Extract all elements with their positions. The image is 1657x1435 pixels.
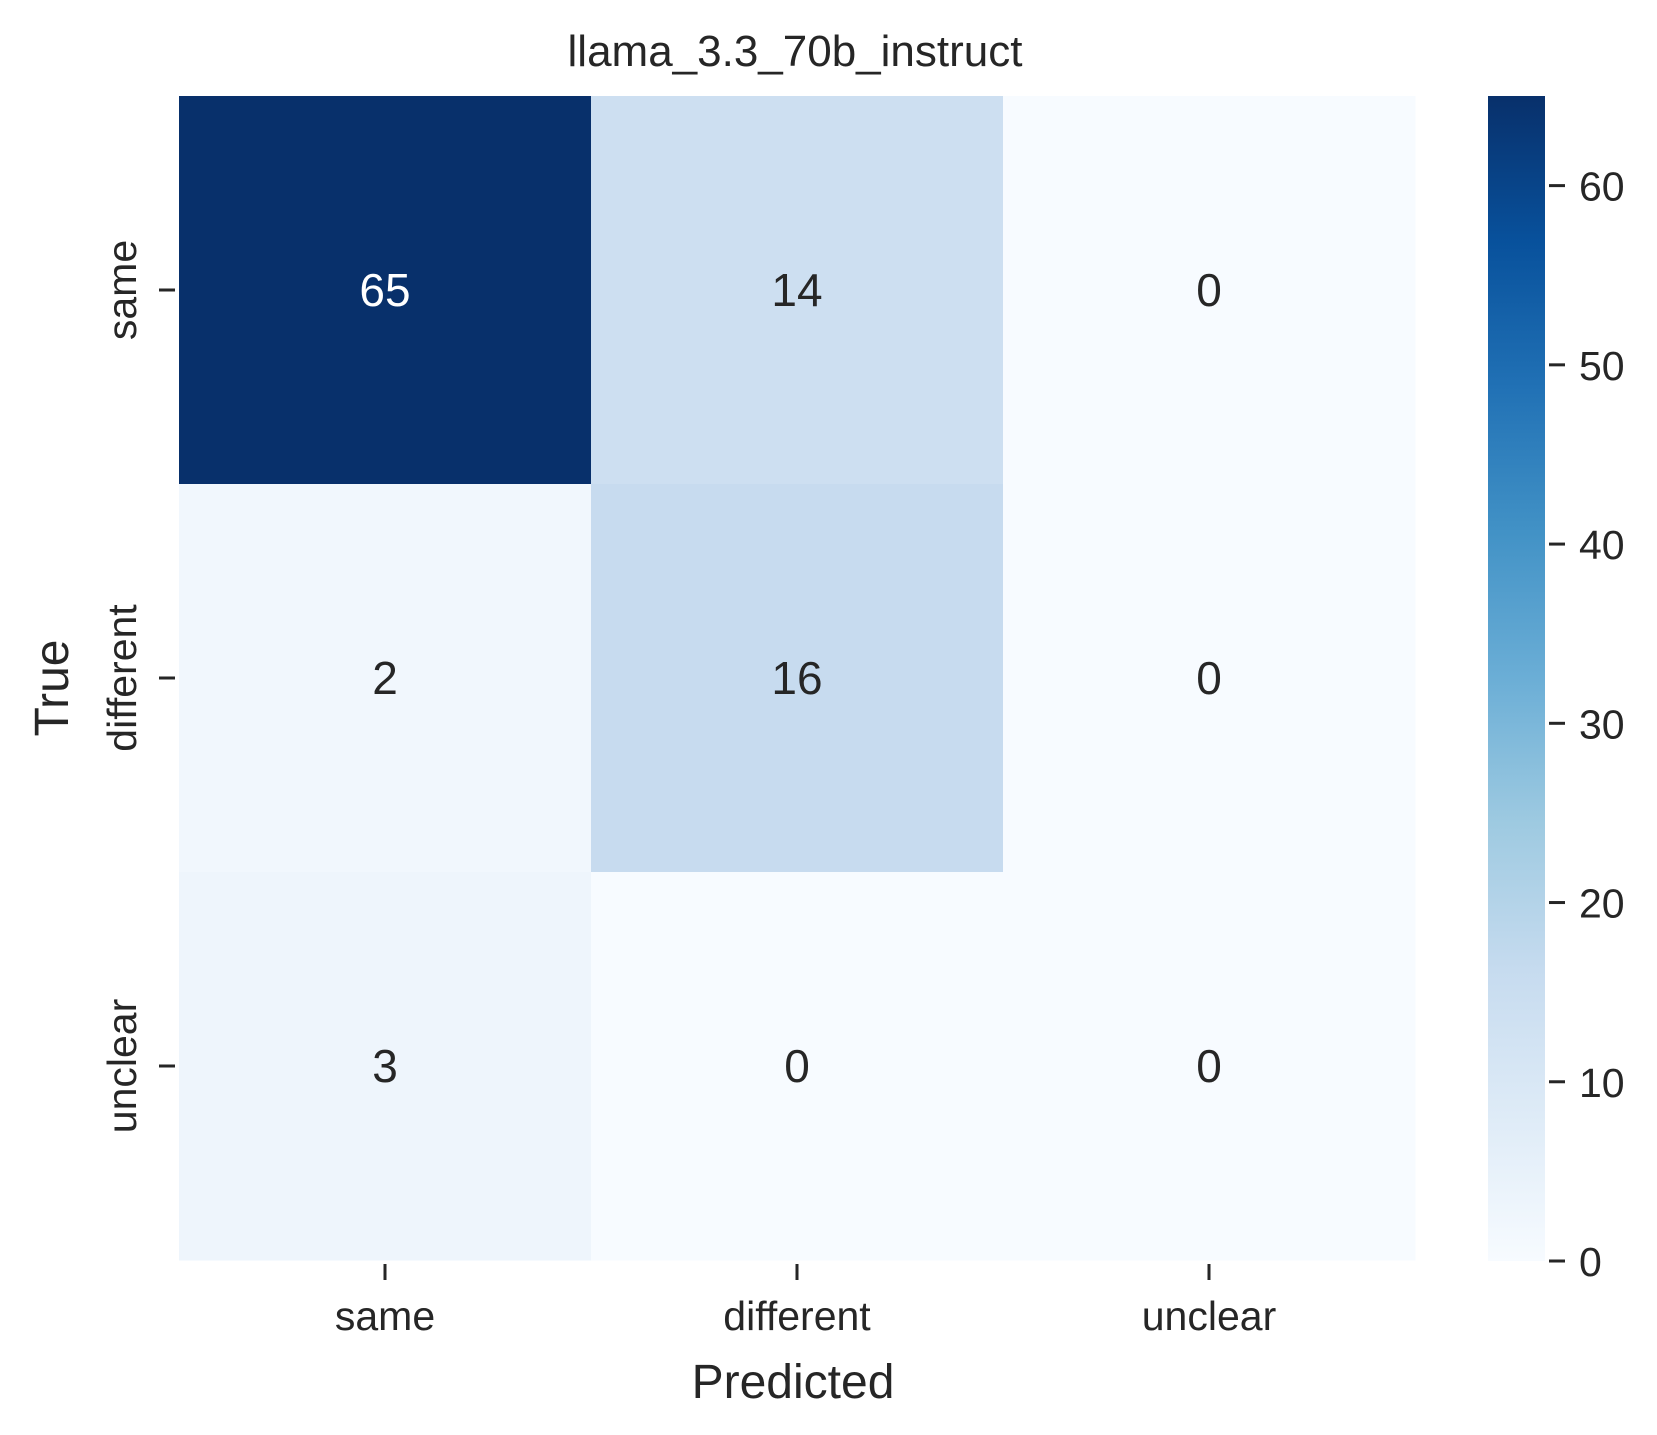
y-tick-label: unclear — [99, 999, 145, 1133]
colorbar-tick-label: 60 — [1579, 164, 1625, 210]
chart-title: llama_3.3_70b_instruct — [568, 27, 1023, 76]
cell-value-label: 14 — [771, 264, 822, 316]
colorbar-tick-label: 0 — [1579, 1239, 1602, 1285]
cell-value-label: 65 — [359, 264, 410, 316]
heatmap-cells — [179, 96, 1416, 1261]
x-axis-label: Predicted — [692, 1356, 895, 1409]
y-tick-label: different — [99, 604, 145, 752]
colorbar-tick-label: 40 — [1579, 522, 1625, 568]
heatmap-cell — [1003, 872, 1416, 1261]
heatmap-cell — [1003, 96, 1416, 485]
heatmap-cell — [591, 484, 1004, 873]
y-tick-label: same — [99, 240, 145, 340]
colorbar-tick-label: 50 — [1579, 343, 1625, 389]
heatmap-cell-labels: 65 14 0 2 16 0 3 0 0 — [359, 264, 1221, 1092]
heatmap-cell — [591, 96, 1004, 485]
cell-value-label: 0 — [1196, 652, 1222, 704]
heatmap-cell — [179, 872, 592, 1261]
colorbar-tick-label: 10 — [1579, 1060, 1625, 1106]
cell-value-label: 0 — [1196, 1040, 1222, 1092]
x-tick-label: same — [335, 1293, 435, 1339]
heatmap-cell — [179, 484, 592, 873]
cell-value-label: 0 — [784, 1040, 810, 1092]
y-axis-label: True — [26, 640, 79, 737]
colorbar-tick-label: 30 — [1579, 701, 1625, 747]
cell-value-label: 16 — [771, 652, 822, 704]
heatmap-cell — [591, 872, 1004, 1261]
x-tick-label: different — [723, 1293, 871, 1339]
cell-value-label: 2 — [372, 652, 398, 704]
cell-value-label: 3 — [372, 1040, 398, 1092]
cell-value-label: 0 — [1196, 264, 1222, 316]
colorbar: 0 10 20 30 40 50 60 — [1488, 96, 1625, 1285]
y-axis: same different unclear — [99, 240, 175, 1133]
heatmap-cell — [179, 96, 592, 485]
x-tick-label: unclear — [1142, 1293, 1276, 1339]
x-axis: same different unclear — [335, 1264, 1276, 1339]
heatmap-cell — [1003, 484, 1416, 873]
colorbar-gradient — [1488, 96, 1545, 1261]
colorbar-tick-label: 20 — [1579, 881, 1625, 927]
